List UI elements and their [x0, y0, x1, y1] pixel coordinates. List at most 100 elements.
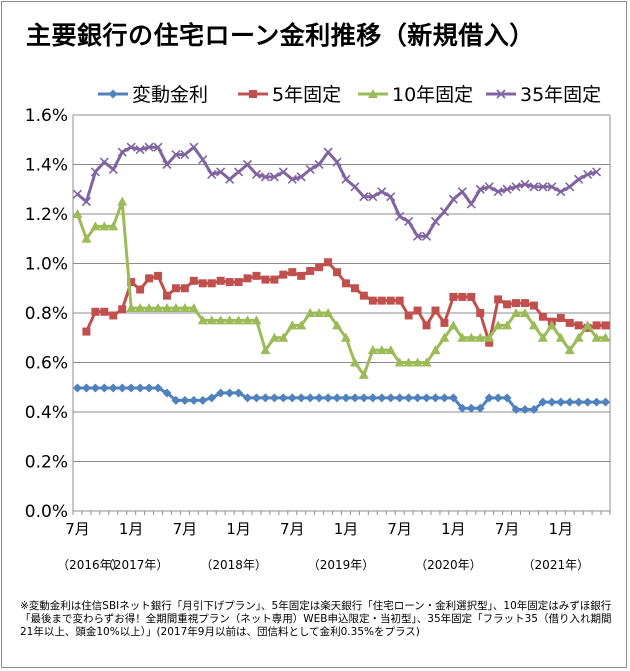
data-point: [243, 393, 253, 403]
data-point: [243, 274, 252, 283]
x-tick-label: 1月: [549, 520, 574, 538]
data-point: [144, 303, 155, 313]
data-point: [368, 192, 378, 202]
data-point: [413, 393, 423, 403]
data-point: [118, 305, 127, 314]
data-point: [81, 233, 92, 243]
data-point: [126, 303, 137, 313]
data-point: [439, 332, 450, 342]
data-point: [215, 315, 226, 325]
data-point: [448, 393, 458, 403]
data-point: [404, 393, 414, 403]
y-tick-label: 0.6%: [25, 354, 68, 374]
data-point: [296, 172, 306, 182]
year-label: （2020年）: [415, 558, 482, 572]
data-point: [81, 383, 91, 393]
x-tick-label: 1月: [226, 520, 251, 538]
data-point: [385, 345, 396, 355]
data-point: [197, 315, 208, 325]
data-point: [484, 182, 494, 192]
data-point: [314, 393, 324, 403]
data-point: [90, 167, 100, 177]
data-point: [171, 150, 181, 160]
data-point: [225, 174, 235, 184]
data-point: [476, 309, 485, 317]
x-tick-label: 7月: [65, 520, 90, 538]
data-point: [592, 397, 602, 407]
data-point: [242, 159, 253, 170]
data-point: [252, 271, 261, 280]
data-point: [324, 258, 333, 267]
data-point: [180, 284, 189, 293]
data-point: [395, 393, 405, 403]
data-point: [458, 292, 467, 301]
data-point: [601, 397, 611, 407]
data-point: [496, 89, 506, 99]
data-point: [404, 311, 413, 320]
data-point: [270, 275, 279, 284]
data-point: [413, 231, 423, 241]
data-point: [493, 393, 503, 403]
data-point: [386, 192, 396, 202]
data-point: [162, 291, 171, 300]
data-point: [448, 194, 458, 204]
data-point: [340, 332, 351, 342]
data-point: [529, 301, 538, 310]
data-point: [484, 332, 495, 342]
data-point: [520, 299, 529, 308]
data-point: [431, 306, 440, 315]
data-point: [72, 383, 82, 393]
data-point: [457, 332, 468, 342]
data-point: [207, 169, 217, 179]
data-point: [323, 393, 333, 403]
data-point: [251, 169, 262, 179]
data-point: [207, 279, 216, 288]
legend-label: 10年固定: [392, 84, 473, 106]
data-point: [260, 393, 270, 403]
data-point: [180, 395, 190, 405]
year-label: （2021年）: [523, 558, 590, 572]
data-point: [583, 397, 593, 407]
data-point: [520, 179, 530, 189]
data-point: [278, 332, 289, 342]
data-point: [188, 303, 199, 313]
data-point: [117, 147, 127, 157]
data-point: [422, 321, 431, 330]
data-point: [171, 395, 181, 405]
y-tick-label: 1.2%: [25, 205, 68, 225]
data-point: [520, 405, 530, 415]
data-point: [359, 192, 369, 202]
data-point: [117, 383, 127, 393]
data-point: [592, 167, 602, 177]
data-point: [287, 174, 297, 184]
data-point: [127, 278, 136, 287]
data-point: [108, 89, 118, 99]
data-point: [466, 199, 476, 209]
data-point: [412, 357, 423, 367]
data-point: [421, 231, 432, 241]
data-point: [332, 320, 343, 330]
data-point: [126, 383, 136, 393]
data-point: [144, 142, 154, 152]
data-point: [537, 332, 548, 342]
series-line: [77, 386, 606, 411]
data-point: [216, 388, 226, 398]
data-point: [249, 90, 257, 98]
data-point: [377, 296, 386, 305]
data-point: [467, 292, 476, 301]
data-point: [430, 393, 440, 403]
data-point: [144, 383, 154, 393]
data-point: [72, 209, 83, 218]
data-point: [430, 216, 441, 226]
data-point: [546, 320, 557, 330]
line-chart: 0.0% 0.2% 0.4% 0.6% 0.8% 1.0% 1.2% 1.4% 1.6% 7月 1月…: [25, 84, 611, 572]
y-tick-label: 0.2%: [25, 453, 68, 473]
data-point: [234, 278, 243, 287]
data-point: [99, 383, 109, 393]
data-point: [582, 320, 593, 330]
data-point: [314, 159, 324, 170]
data-point: [100, 307, 109, 316]
data-point: [395, 211, 405, 222]
data-point: [323, 147, 333, 157]
x-tick-label: 1月: [441, 520, 466, 538]
